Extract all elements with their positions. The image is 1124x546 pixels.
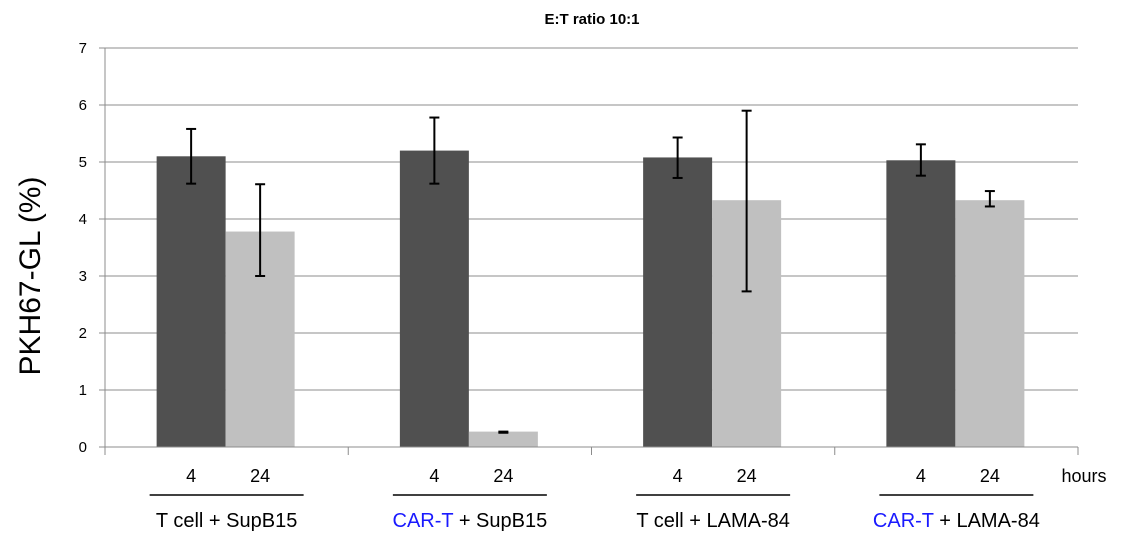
group-label-highlight: CAR-T <box>392 510 454 532</box>
x-sub-tick-label: 4 <box>916 466 926 486</box>
y-tick-label: 2 <box>79 325 87 342</box>
x-sub-tick-label: 4 <box>186 466 196 486</box>
group-label-text: T cell + SupB15 <box>155 510 298 532</box>
bar <box>886 160 956 448</box>
y-axis-label: PKH67-GL (%) <box>14 177 47 376</box>
bar <box>156 156 226 448</box>
bar <box>399 150 469 447</box>
group-label-highlight: CAR-T <box>872 510 934 532</box>
x-sub-tick-label: 4 <box>429 466 439 486</box>
y-tick-label: 0 <box>79 439 87 456</box>
bar <box>643 157 713 447</box>
y-tick-label: 4 <box>79 211 87 228</box>
x-sub-tick-label: 4 <box>673 466 683 486</box>
x-unit-label: hours <box>1061 466 1106 486</box>
group-label-text: T cell + LAMA-84 <box>636 510 790 532</box>
y-tick-label: 5 <box>79 154 87 171</box>
group-label: CAR-T + SupB15 <box>393 510 548 533</box>
bars <box>156 109 1025 448</box>
group-label-text: + SupB15 <box>453 510 548 532</box>
y-tick-label: 7 <box>79 40 87 57</box>
y-tick-label: 3 <box>79 268 87 285</box>
x-sub-tick-label: 24 <box>737 466 757 486</box>
y-tick-label: 6 <box>79 97 87 114</box>
chart-title: E:T ratio 10:1 <box>544 11 639 28</box>
tick-labels: 0 1 2 3 4 5 6 7 4 24 4 24 4 24 4 24 hours <box>79 40 1107 486</box>
group-label: T cell + LAMA-84 <box>636 510 790 533</box>
group-label-text: + LAMA-84 <box>933 510 1040 532</box>
bar <box>468 431 538 447</box>
x-sub-tick-label: 24 <box>493 466 513 486</box>
x-sub-tick-label: 24 <box>980 466 1000 486</box>
group-label: CAR-T + LAMA-84 <box>873 510 1040 533</box>
group-label: T cell + SupB15 <box>156 510 297 533</box>
y-tick-label: 1 <box>79 382 87 399</box>
bar <box>955 200 1025 447</box>
x-sub-tick-label: 24 <box>250 466 270 486</box>
axes <box>99 47 1079 496</box>
